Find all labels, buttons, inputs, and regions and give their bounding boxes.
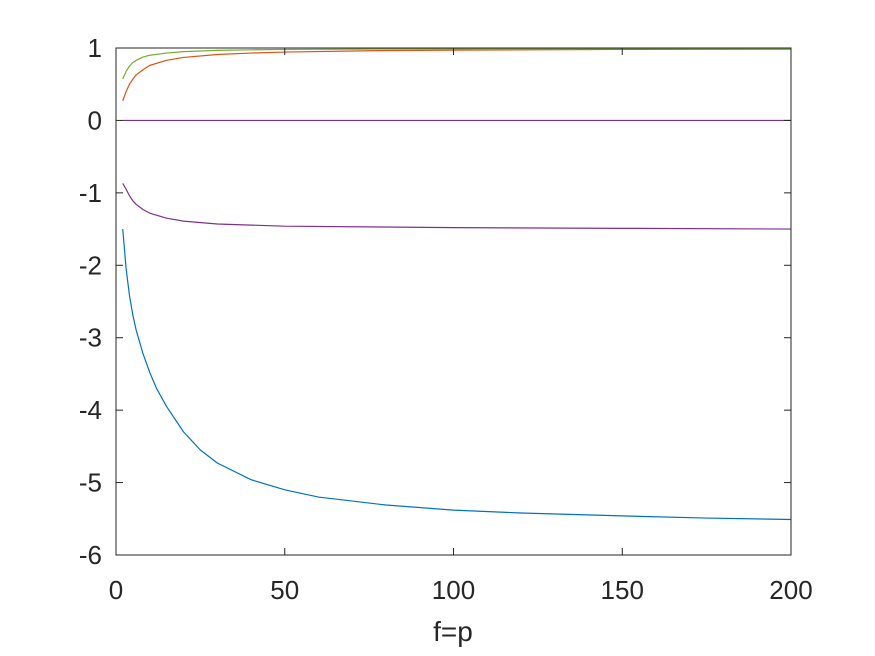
y-tick-label: -6 — [79, 540, 102, 570]
y-tick-label: 0 — [88, 105, 102, 135]
y-tick-label: -4 — [79, 395, 102, 425]
series-line-5 — [122, 183, 792, 230]
series-line-1 — [122, 229, 792, 521]
x-tick-label: 100 — [432, 575, 475, 605]
y-tick-label: -2 — [79, 250, 102, 280]
x-tick-label: 0 — [109, 575, 123, 605]
y-tick-label: 1 — [88, 33, 102, 63]
x-tick-label: 150 — [601, 575, 644, 605]
y-tick-label: -5 — [79, 468, 102, 498]
tick-layer: 0 50 100 150 200 1 0 -1 -2 -3 -4 -5 -6 — [79, 33, 813, 605]
plot-background — [116, 48, 791, 555]
series-layer — [122, 47, 792, 521]
x-tick-label: 50 — [270, 575, 299, 605]
series-line-3 — [122, 47, 792, 80]
y-tick-label: -1 — [79, 178, 102, 208]
series-line-2 — [122, 48, 792, 102]
y-tick-label: -3 — [79, 323, 102, 353]
x-axis-label: f=p — [433, 616, 473, 647]
x-tick-label: 200 — [769, 575, 812, 605]
